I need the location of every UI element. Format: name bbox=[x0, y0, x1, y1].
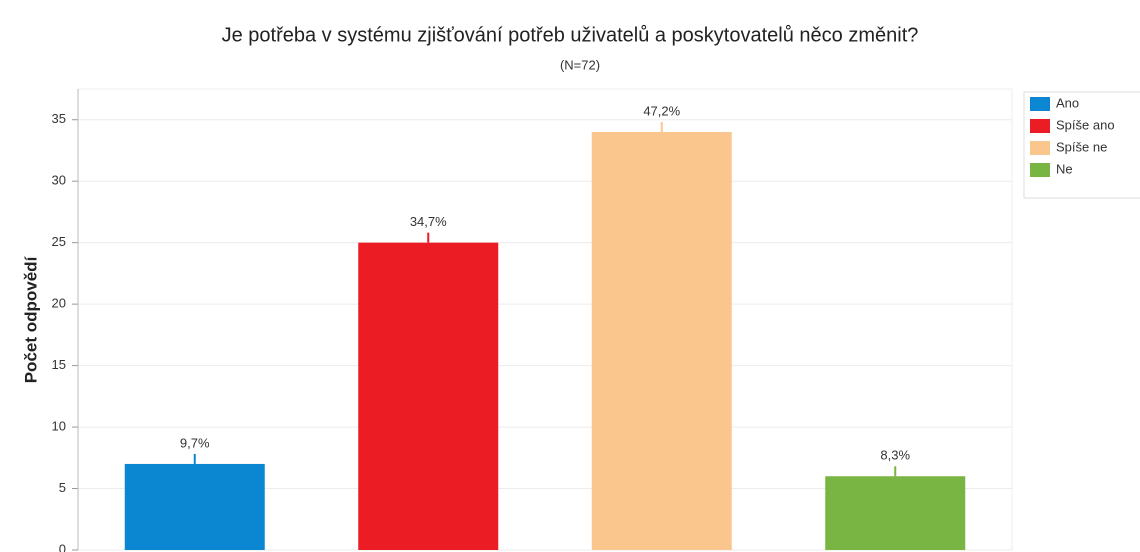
y-tick-label: 20 bbox=[52, 296, 66, 311]
legend-label: Spíše ano bbox=[1056, 117, 1115, 132]
legend-swatch bbox=[1030, 141, 1050, 155]
bar bbox=[124, 463, 265, 550]
data-label: 34,7% bbox=[410, 214, 447, 229]
y-tick-label: 0 bbox=[59, 541, 66, 552]
bar bbox=[591, 132, 732, 550]
y-tick-label: 25 bbox=[52, 234, 66, 249]
legend-label: Ano bbox=[1056, 95, 1079, 110]
legend-swatch bbox=[1030, 97, 1050, 111]
y-tick-label: 10 bbox=[52, 419, 66, 434]
bar bbox=[825, 476, 966, 550]
data-label: 9,7% bbox=[180, 435, 210, 450]
bar bbox=[358, 242, 499, 550]
chart-subtitle: (N=72) bbox=[560, 57, 600, 72]
data-label: 47,2% bbox=[643, 103, 680, 118]
y-tick-label: 35 bbox=[52, 111, 66, 126]
y-tick-label: 30 bbox=[52, 173, 66, 188]
legend-swatch bbox=[1030, 119, 1050, 133]
legend-swatch bbox=[1030, 163, 1050, 177]
y-tick-label: 5 bbox=[59, 480, 66, 495]
y-axis-label: Počet odpovědí bbox=[21, 255, 40, 383]
legend-label: Spíše ne bbox=[1056, 139, 1107, 154]
chart-title: Je potřeba v systému zjišťování potřeb u… bbox=[222, 24, 919, 46]
data-label: 8,3% bbox=[880, 448, 910, 463]
legend-label: Ne bbox=[1056, 161, 1073, 176]
y-tick-label: 15 bbox=[52, 357, 66, 372]
